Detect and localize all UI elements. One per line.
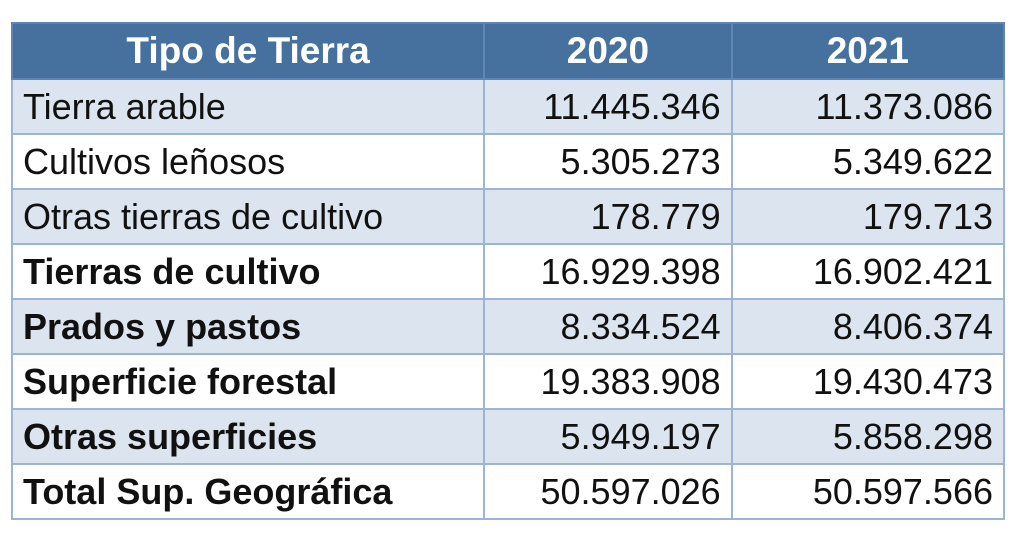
header-2020: 2020 [483, 22, 733, 80]
table-row: Prados y pastos 8.334.524 8.406.374 [10, 298, 1006, 355]
table-row: Otras superficies 5.949.197 5.858.298 [10, 408, 1006, 465]
table-row: Cultivos leñosos 5.305.273 5.349.622 [10, 133, 1006, 190]
row-label: Cultivos leñosos [10, 133, 486, 190]
value-2021: 5.349.622 [730, 133, 1006, 190]
value-2020: 5.305.273 [483, 133, 733, 190]
row-label: Tierras de cultivo [10, 243, 486, 300]
header-2021: 2021 [730, 22, 1006, 80]
value-2020: 50.597.026 [483, 463, 733, 520]
value-2021: 179.713 [730, 188, 1006, 245]
value-2020: 11.445.346 [483, 78, 733, 135]
value-2020: 19.383.908 [483, 353, 733, 410]
row-label: Otras superficies [10, 408, 486, 465]
value-2020: 8.334.524 [483, 298, 733, 355]
row-label: Otras tierras de cultivo [10, 188, 486, 245]
value-2021: 19.430.473 [730, 353, 1006, 410]
value-2021: 11.373.086 [730, 78, 1006, 135]
row-label: Total Sup. Geográfica [10, 463, 486, 520]
value-2021: 16.902.421 [730, 243, 1006, 300]
value-2020: 178.779 [483, 188, 733, 245]
value-2021: 50.597.566 [730, 463, 1006, 520]
table-row: Tierra arable 11.445.346 11.373.086 [10, 78, 1006, 135]
row-label: Tierra arable [10, 78, 486, 135]
row-label: Prados y pastos [10, 298, 486, 355]
table-row: Tierras de cultivo 16.929.398 16.902.421 [10, 243, 1006, 300]
land-type-table: Tipo de Tierra 2020 2021 Tierra arable 11… [10, 22, 1006, 520]
value-2021: 5.858.298 [730, 408, 1006, 465]
table-row: Total Sup. Geográfica 50.597.026 50.597.56… [10, 463, 1006, 520]
value-2020: 16.929.398 [483, 243, 733, 300]
value-2021: 8.406.374 [730, 298, 1006, 355]
header-tipo: Tipo de Tierra [10, 22, 486, 80]
table-row: Otras tierras de cultivo 178.779 179.713 [10, 188, 1006, 245]
header-row: Tipo de Tierra 2020 2021 [10, 22, 1006, 80]
value-2020: 5.949.197 [483, 408, 733, 465]
row-label: Superficie forestal [10, 353, 486, 410]
table-row: Superficie forestal 19.383.908 19.430.473 [10, 353, 1006, 410]
